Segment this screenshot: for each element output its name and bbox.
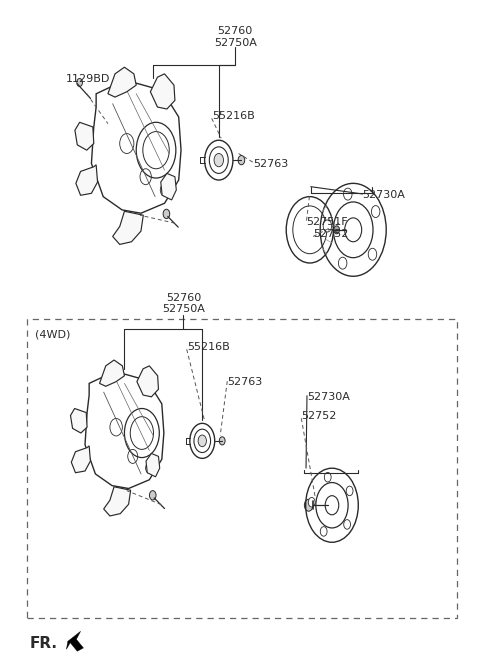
Circle shape <box>149 461 156 472</box>
Polygon shape <box>66 631 84 651</box>
Circle shape <box>163 209 170 218</box>
Circle shape <box>74 454 84 468</box>
Circle shape <box>214 153 224 167</box>
Circle shape <box>238 155 245 165</box>
Text: 55216B: 55216B <box>212 111 254 121</box>
Circle shape <box>111 363 121 377</box>
Text: 55216B: 55216B <box>187 342 229 352</box>
Circle shape <box>122 225 132 239</box>
Circle shape <box>344 519 350 529</box>
Circle shape <box>78 127 89 143</box>
Circle shape <box>304 499 313 511</box>
Circle shape <box>346 486 353 496</box>
Text: 52730A: 52730A <box>362 190 406 200</box>
Circle shape <box>334 226 339 234</box>
Circle shape <box>338 257 347 269</box>
Polygon shape <box>104 487 131 516</box>
Circle shape <box>372 206 380 218</box>
Text: 52752: 52752 <box>313 228 348 239</box>
Circle shape <box>145 463 153 473</box>
Circle shape <box>368 248 377 260</box>
Polygon shape <box>161 173 176 200</box>
Circle shape <box>324 472 331 482</box>
Circle shape <box>308 497 315 507</box>
Circle shape <box>145 370 154 384</box>
Polygon shape <box>71 409 87 433</box>
Text: 52763: 52763 <box>253 159 288 169</box>
Circle shape <box>219 437 225 445</box>
Polygon shape <box>108 67 136 97</box>
Circle shape <box>320 527 327 536</box>
Text: 52750A: 52750A <box>214 38 257 48</box>
Text: (4WD): (4WD) <box>35 329 70 339</box>
Polygon shape <box>72 446 90 472</box>
Polygon shape <box>75 122 94 150</box>
Text: 52760: 52760 <box>217 26 253 36</box>
Circle shape <box>121 71 132 87</box>
Text: 52763: 52763 <box>227 378 263 388</box>
Text: 52760: 52760 <box>166 292 201 302</box>
Polygon shape <box>137 366 158 397</box>
Polygon shape <box>99 360 124 386</box>
Circle shape <box>112 499 120 511</box>
Circle shape <box>149 491 156 500</box>
Polygon shape <box>150 74 175 109</box>
Text: 52730A: 52730A <box>307 392 350 402</box>
Circle shape <box>323 220 332 232</box>
Circle shape <box>77 79 83 87</box>
Circle shape <box>80 174 91 190</box>
Text: FR.: FR. <box>30 636 58 651</box>
Polygon shape <box>113 211 144 245</box>
Text: 1129BD: 1129BD <box>65 74 110 84</box>
Circle shape <box>198 435 206 447</box>
Text: 52752: 52752 <box>301 411 336 421</box>
Text: 52750A: 52750A <box>162 304 205 314</box>
Circle shape <box>344 188 352 200</box>
Polygon shape <box>146 454 160 477</box>
Circle shape <box>164 182 172 194</box>
Circle shape <box>73 413 83 427</box>
Circle shape <box>160 184 169 196</box>
Circle shape <box>159 79 170 94</box>
Polygon shape <box>76 165 97 196</box>
Text: 52751F: 52751F <box>307 217 348 227</box>
